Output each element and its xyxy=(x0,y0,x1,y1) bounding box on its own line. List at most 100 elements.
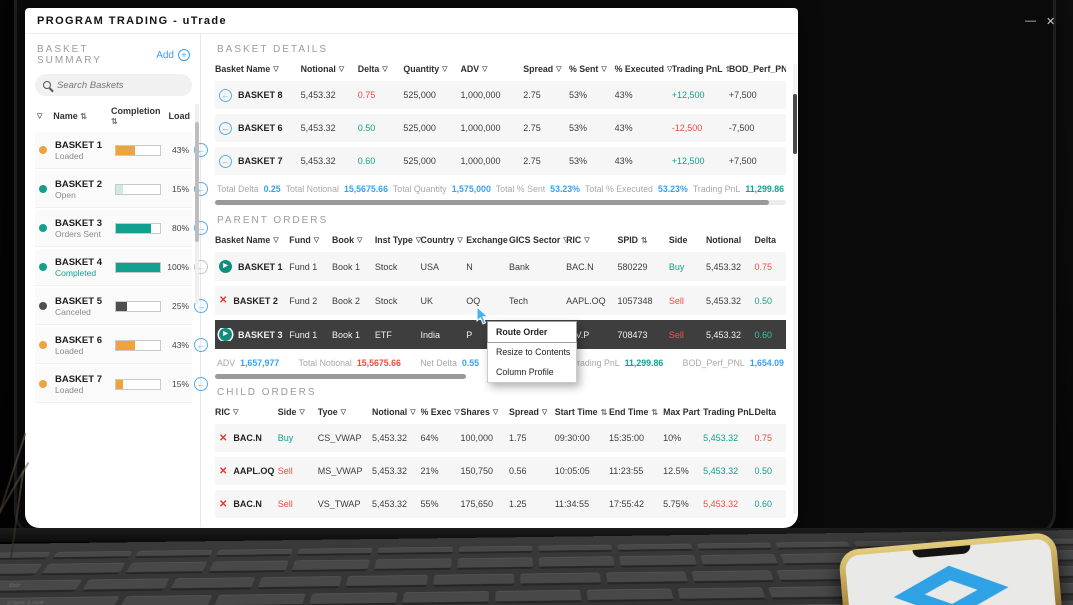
sort-icon[interactable]: ⇅ xyxy=(111,117,118,126)
column-header-fund[interactable]: Fund ▽ xyxy=(289,235,332,245)
column-header-delta[interactable]: Delta ▽ xyxy=(358,64,404,74)
column-header-ric[interactable]: RIC ▽ xyxy=(215,407,278,417)
circle-left-arrow-icon[interactable]: ← xyxy=(219,88,232,102)
circle-left-arrow-icon[interactable]: ← xyxy=(219,121,232,135)
table-row[interactable]: ▶ BASKET 1 Fund 1 Book 1 Stock USA N Bank BAC.N 5… xyxy=(215,252,786,281)
filter-icon[interactable]: ▽ xyxy=(563,237,567,244)
menu-item-column-profile[interactable]: Column Profile xyxy=(496,367,554,377)
filter-icon[interactable]: ▽ xyxy=(410,409,416,416)
sort-icon[interactable]: ⇅ xyxy=(600,407,608,417)
filter-icon[interactable]: ▽ xyxy=(338,66,345,73)
column-header-exec[interactable]: % Exec ▽ xyxy=(421,407,461,417)
basket-list-item[interactable]: BASKET 4 Completed 100% ← xyxy=(35,249,208,286)
filter-icon[interactable]: ▽ xyxy=(442,66,448,73)
column-header-basket-name[interactable]: Basket Name ▽ xyxy=(215,235,289,245)
table-row[interactable]: ← BASKET 8 5,453.32 0.75 525,000 1,000,000 2.7… xyxy=(215,81,786,109)
filter-icon[interactable]: ▽ xyxy=(273,66,279,73)
table-row[interactable]: ✕ BASKET 2 Fund 2 Book 2 Stock UK OQ Tech AAPL.O… xyxy=(215,286,786,315)
table-row[interactable]: ✕ BAC.N Buy CS_VWAP 5,453.32 64% 100,000 1.75 09… xyxy=(215,424,786,452)
load-arrow-button[interactable]: → xyxy=(194,221,208,235)
filter-icon[interactable]: ▽ xyxy=(382,66,388,73)
filter-icon[interactable]: ▽ xyxy=(299,409,305,416)
column-header-sent[interactable]: % Sent ▽ xyxy=(569,64,615,74)
column-header-exchange[interactable]: Exchange▽ xyxy=(466,235,509,245)
menu-item-resize-to-contents[interactable]: Resize to Contents xyxy=(496,347,571,357)
table-row[interactable]: ✕ AAPL.OQ Sell MS_VWAP 5,453.32 21% 150,750 0.5… xyxy=(215,457,786,485)
filter-icon[interactable]: ▽ xyxy=(313,237,320,244)
column-header-executed[interactable]: % Executed ▽ xyxy=(615,64,672,74)
play-icon[interactable]: ▶ xyxy=(219,328,232,341)
filter-icon[interactable]: ▽ xyxy=(482,66,488,73)
basket-list-item[interactable]: BASKET 2 Open 15% ← xyxy=(35,171,208,208)
unload-arrow-button[interactable]: ← xyxy=(194,182,208,196)
column-header-delta[interactable]: Delta xyxy=(755,407,786,417)
column-header-gics-sector[interactable]: GICS Sector ▽ xyxy=(509,235,566,245)
column-header-basket-name[interactable]: Basket Name ▽ xyxy=(215,64,301,74)
circle-left-arrow-icon[interactable]: ← xyxy=(219,154,232,168)
x-icon[interactable]: ✕ xyxy=(219,432,228,444)
basket-list-item[interactable]: BASKET 3 Orders Sent 80% → xyxy=(35,210,208,247)
column-header-name[interactable]: Name ⇅ xyxy=(53,111,87,121)
column-header-trading-pnl[interactable]: Trading PnL⇅ xyxy=(672,64,729,74)
horizontal-scrollbar[interactable] xyxy=(215,200,786,205)
filter-icon[interactable]: ▽ xyxy=(556,66,562,73)
column-header-spread[interactable]: Spread ▽ xyxy=(523,64,569,74)
minimize-button[interactable]: — xyxy=(1025,15,1036,27)
column-header-inst-type[interactable]: Inst Type ▽ xyxy=(375,235,421,245)
filter-icon[interactable]: ▽ xyxy=(601,66,607,73)
sort-icon[interactable]: ⇅ xyxy=(641,235,648,245)
filter-icon[interactable]: ▽ xyxy=(340,409,347,416)
table-row[interactable]: ✕ BAC.N Sell VS_TWAP 5,453.32 55% 175,650 1.25 1… xyxy=(215,490,786,518)
column-header-shares[interactable]: Shares ▽ xyxy=(461,407,510,417)
unload-arrow-button[interactable]: ← xyxy=(194,260,208,274)
column-header-notional[interactable]: Notional ▽ xyxy=(301,64,358,74)
basket-list-item[interactable]: BASKET 6 Loaded 43% ← xyxy=(35,327,208,364)
play-icon[interactable]: ▶ xyxy=(219,260,232,273)
column-header-trading-pnl[interactable]: Trading PnL xyxy=(703,407,754,417)
table-row[interactable]: ← BASKET 7 5,453.32 0.60 525,000 1,000,000 2.7… xyxy=(215,147,786,175)
add-basket-button[interactable]: Add + xyxy=(156,49,190,61)
column-header-notional[interactable]: Notional xyxy=(706,235,755,245)
sort-icon[interactable]: ⇅ xyxy=(726,65,729,74)
filter-icon[interactable]: ▽ xyxy=(233,409,239,416)
scrollbar-thumb[interactable] xyxy=(195,122,199,242)
close-button[interactable]: ✕ xyxy=(1046,16,1056,28)
scrollbar-thumb[interactable] xyxy=(215,200,769,205)
column-header-max-part[interactable]: Max Part xyxy=(663,407,703,417)
search-input[interactable] xyxy=(57,79,167,91)
load-arrow-button[interactable]: → xyxy=(194,299,208,313)
x-icon[interactable]: ✕ xyxy=(219,498,228,510)
x-icon[interactable]: ✕ xyxy=(219,465,228,477)
search-box[interactable] xyxy=(35,74,192,96)
scrollbar-thumb[interactable] xyxy=(215,374,467,379)
filter-icon[interactable]: ▽ xyxy=(667,66,672,73)
column-header-quantity[interactable]: Quantity ▽ xyxy=(403,64,460,74)
column-header-side[interactable]: Side ▽ xyxy=(278,407,318,417)
column-header-spid[interactable]: SPID ⇅ xyxy=(617,235,668,245)
filter-icon[interactable]: ▽ xyxy=(357,237,363,244)
column-header-book[interactable]: Book ▽ xyxy=(332,235,375,245)
column-header-bod-perf-pnl[interactable]: BOD_Perf_PNL⇅ xyxy=(729,64,786,74)
filter-icon[interactable]: ▽ xyxy=(584,237,590,244)
basket-list-item[interactable]: BASKET 1 Loaded 43% ← xyxy=(35,132,208,169)
filter-icon[interactable]: ▽ xyxy=(541,409,548,416)
table-row[interactable]: ← BASKET 6 5,453.32 0.50 525,000 1,000,000 2.7… xyxy=(215,114,786,142)
column-header-adv[interactable]: ADV ▽ xyxy=(461,64,524,74)
basket-list-item[interactable]: BASKET 5 Canceled 25% → xyxy=(35,288,208,325)
column-header-side[interactable]: Side xyxy=(669,235,706,245)
column-header-completion[interactable]: Completion ⇅ xyxy=(111,106,161,126)
column-header-country[interactable]: Country ▽ xyxy=(421,235,467,245)
menu-item-route-order[interactable]: Route Order xyxy=(487,321,577,343)
column-header-end-time[interactable]: End Time ⇅ xyxy=(609,407,663,417)
basket-list-item[interactable]: BASKET 7 Loaded 15% ← xyxy=(35,366,208,403)
column-header-load[interactable]: Load xyxy=(168,111,191,121)
filter-icon[interactable]: ▽ xyxy=(492,409,499,416)
column-header-tyoe[interactable]: Tyoe ▽ xyxy=(318,407,372,417)
filter-icon[interactable]: ▽ xyxy=(457,237,463,244)
sidebar-scrollbar[interactable] xyxy=(195,104,199,304)
filter-icon[interactable]: ▽ xyxy=(454,409,460,416)
unload-arrow-button[interactable]: ← xyxy=(194,377,208,391)
unload-arrow-button[interactable]: ← xyxy=(194,143,208,157)
sort-icon[interactable]: ⇅ xyxy=(80,112,87,121)
column-header-notional[interactable]: Notional ▽ xyxy=(372,407,421,417)
